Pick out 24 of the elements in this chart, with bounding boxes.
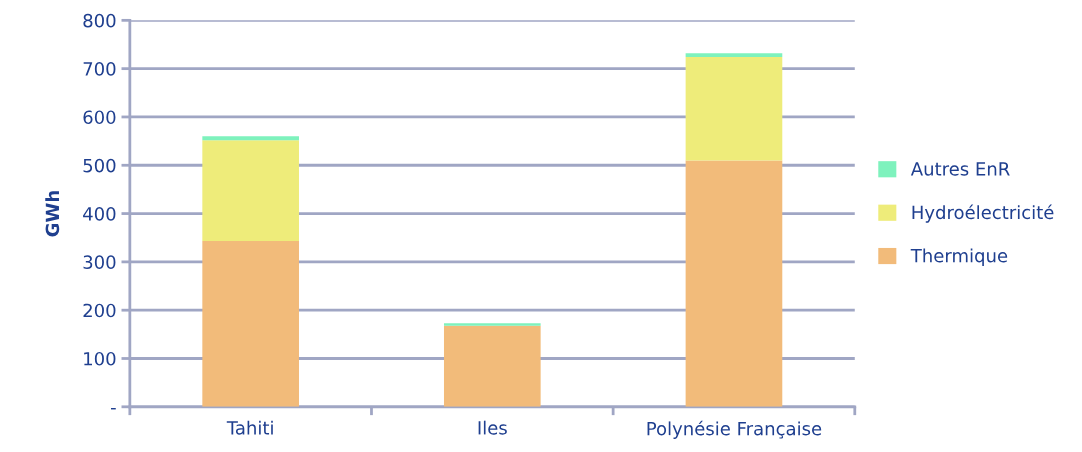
bar bbox=[685, 160, 783, 407]
bar bbox=[443, 325, 541, 407]
y-tick-label: 100 bbox=[84, 351, 116, 366]
bar bbox=[443, 323, 541, 326]
y-axis-title: GWh bbox=[45, 191, 60, 237]
y-tick-label: 500 bbox=[83, 158, 116, 173]
bar bbox=[685, 53, 783, 58]
legend-label: Hydroélectricité bbox=[912, 204, 1054, 223]
y-tick-label: 400 bbox=[83, 207, 116, 221]
legend-label: Autres EnR bbox=[910, 162, 1010, 176]
legend-label: Thermique bbox=[910, 248, 1008, 266]
y-tick-label: 200 bbox=[83, 303, 116, 318]
y-tick-label: 800 bbox=[83, 13, 116, 28]
y-tick-label: 300 bbox=[83, 255, 116, 269]
y-tick-label: 700 bbox=[83, 62, 116, 76]
y-tick-label: - bbox=[111, 407, 116, 410]
x-tick-label: Iles bbox=[478, 420, 507, 435]
x-tick-label: Tahiti bbox=[226, 420, 273, 435]
bar bbox=[202, 241, 299, 407]
bar bbox=[202, 140, 299, 242]
x-tick-label: Polynésie Française bbox=[647, 420, 822, 439]
y-tick-label: 600 bbox=[83, 110, 116, 125]
bar bbox=[685, 57, 783, 161]
bar bbox=[202, 136, 299, 141]
